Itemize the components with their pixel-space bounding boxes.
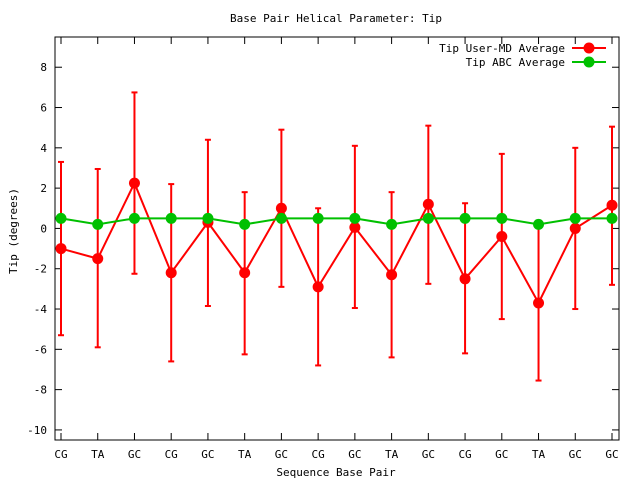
data-point — [606, 212, 618, 224]
x-tick-label: TA — [532, 448, 546, 461]
error-bars — [58, 91, 615, 382]
x-tick-label: CG — [165, 448, 178, 461]
y-tick-label: 2 — [40, 182, 47, 195]
data-point — [312, 281, 324, 293]
data-point — [349, 221, 361, 233]
x-tick-label: GC — [128, 448, 141, 461]
data-point — [55, 212, 67, 224]
x-axis-label: Sequence Base Pair — [276, 466, 396, 479]
data-point — [92, 253, 104, 265]
y-tick-label: 4 — [40, 142, 47, 155]
legend-label: Tip ABC Average — [466, 56, 565, 69]
data-point — [422, 212, 434, 224]
data-point — [496, 212, 508, 224]
x-tick-label: GC — [422, 448, 435, 461]
x-tick-label: GC — [569, 448, 582, 461]
legend-marker — [583, 56, 595, 68]
data-point — [569, 222, 581, 234]
x-tick-label: CG — [458, 448, 471, 461]
data-point — [92, 218, 104, 230]
x-tick-label: TA — [91, 448, 105, 461]
data-point — [386, 218, 398, 230]
y-tick-label: 6 — [40, 102, 47, 115]
data-point — [128, 212, 140, 224]
y-tick-label: -2 — [34, 263, 47, 276]
series-lines — [55, 177, 618, 309]
data-point — [533, 297, 545, 309]
data-point — [275, 212, 287, 224]
legend-label: Tip User-MD Average — [439, 42, 565, 55]
data-point — [422, 198, 434, 210]
y-tick-label: 0 — [40, 222, 47, 235]
x-tick-label: TA — [238, 448, 252, 461]
data-point — [275, 202, 287, 214]
x-tick-label: GC — [605, 448, 618, 461]
data-point — [386, 269, 398, 281]
data-point — [202, 212, 214, 224]
data-point — [239, 218, 251, 230]
data-point — [165, 212, 177, 224]
x-tick-label: GC — [201, 448, 214, 461]
data-point — [165, 267, 177, 279]
y-tick-label: 8 — [40, 61, 47, 74]
x-tick-label: GC — [495, 448, 508, 461]
x-tick-label: CG — [312, 448, 325, 461]
y-tick-label: -8 — [34, 384, 47, 397]
x-tick-label: TA — [385, 448, 399, 461]
data-point — [606, 199, 618, 211]
x-tick-label: GC — [348, 448, 361, 461]
data-point — [55, 243, 67, 255]
y-axis-label: Tip (degrees) — [7, 188, 20, 274]
y-tick-label: -6 — [34, 343, 47, 356]
series-line-1 — [60, 217, 612, 226]
data-point — [128, 177, 140, 189]
data-point — [312, 212, 324, 224]
data-point — [459, 273, 471, 285]
x-tick-label: GC — [275, 448, 288, 461]
legend-marker — [583, 42, 595, 54]
x-tick-label: CG — [54, 448, 67, 461]
data-point — [569, 212, 581, 224]
data-point — [349, 212, 361, 224]
axis-ticks: -10 -8 -6 -4 -2 0 2 4 6 8 CG TA GC CG GC TA GC CG GC TA GC CG… — [27, 37, 619, 461]
series-line-0 — [60, 180, 613, 306]
y-tick-label: -10 — [27, 424, 47, 437]
data-point — [459, 212, 471, 224]
chart-title: Base Pair Helical Parameter: Tip — [230, 12, 442, 25]
data-point — [496, 230, 508, 242]
y-tick-label: -4 — [34, 303, 48, 316]
plot-frame — [54, 36, 620, 441]
data-point — [239, 267, 251, 279]
data-point — [533, 218, 545, 230]
